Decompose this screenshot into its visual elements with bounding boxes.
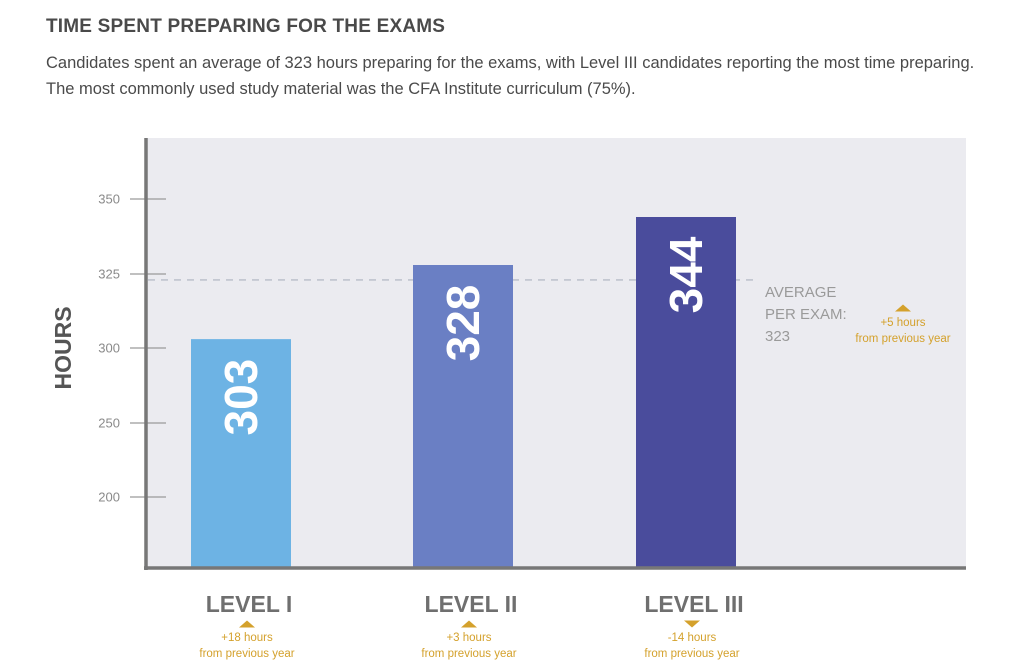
y-tick-label: 350 — [98, 192, 120, 207]
bar-2 — [413, 265, 513, 568]
up-arrow-icon — [461, 620, 477, 628]
average-delta-caption: from previous year — [855, 333, 950, 345]
bar-value-label: 303 — [215, 359, 267, 436]
average-delta-value: +5 hours — [880, 317, 925, 329]
y-tick-label: 250 — [98, 416, 120, 431]
bar-1 — [191, 339, 291, 568]
average-label: PER EXAM: — [765, 306, 847, 323]
category-label: LEVEL II — [425, 591, 518, 617]
delta-value: -14 hours — [668, 632, 717, 644]
delta-value: +3 hours — [446, 632, 491, 644]
delta-value: +18 hours — [221, 632, 273, 644]
category-label: LEVEL I — [206, 591, 293, 617]
y-tick-label: 200 — [98, 490, 120, 505]
chart-title: TIME SPENT PREPARING FOR THE EXAMS — [46, 16, 446, 37]
up-arrow-icon — [895, 304, 911, 312]
down-arrow-icon — [684, 620, 700, 628]
y-tick-label: 300 — [98, 341, 120, 356]
y-axis-title: HOURS — [50, 306, 76, 389]
category-label: LEVEL III — [644, 591, 743, 617]
y-tick-label: 325 — [98, 267, 120, 282]
bar-3 — [636, 217, 736, 568]
bar-value-label: 328 — [437, 285, 489, 362]
delta-caption: from previous year — [644, 648, 739, 660]
average-label: AVERAGE — [765, 284, 836, 301]
delta-caption: from previous year — [199, 648, 294, 660]
up-arrow-icon — [239, 620, 255, 628]
delta-caption: from previous year — [421, 648, 516, 660]
chart-subtitle: Candidates spent an average of 323 hours… — [46, 54, 975, 98]
average-label: 323 — [765, 328, 790, 345]
bar-value-label: 344 — [660, 236, 712, 313]
